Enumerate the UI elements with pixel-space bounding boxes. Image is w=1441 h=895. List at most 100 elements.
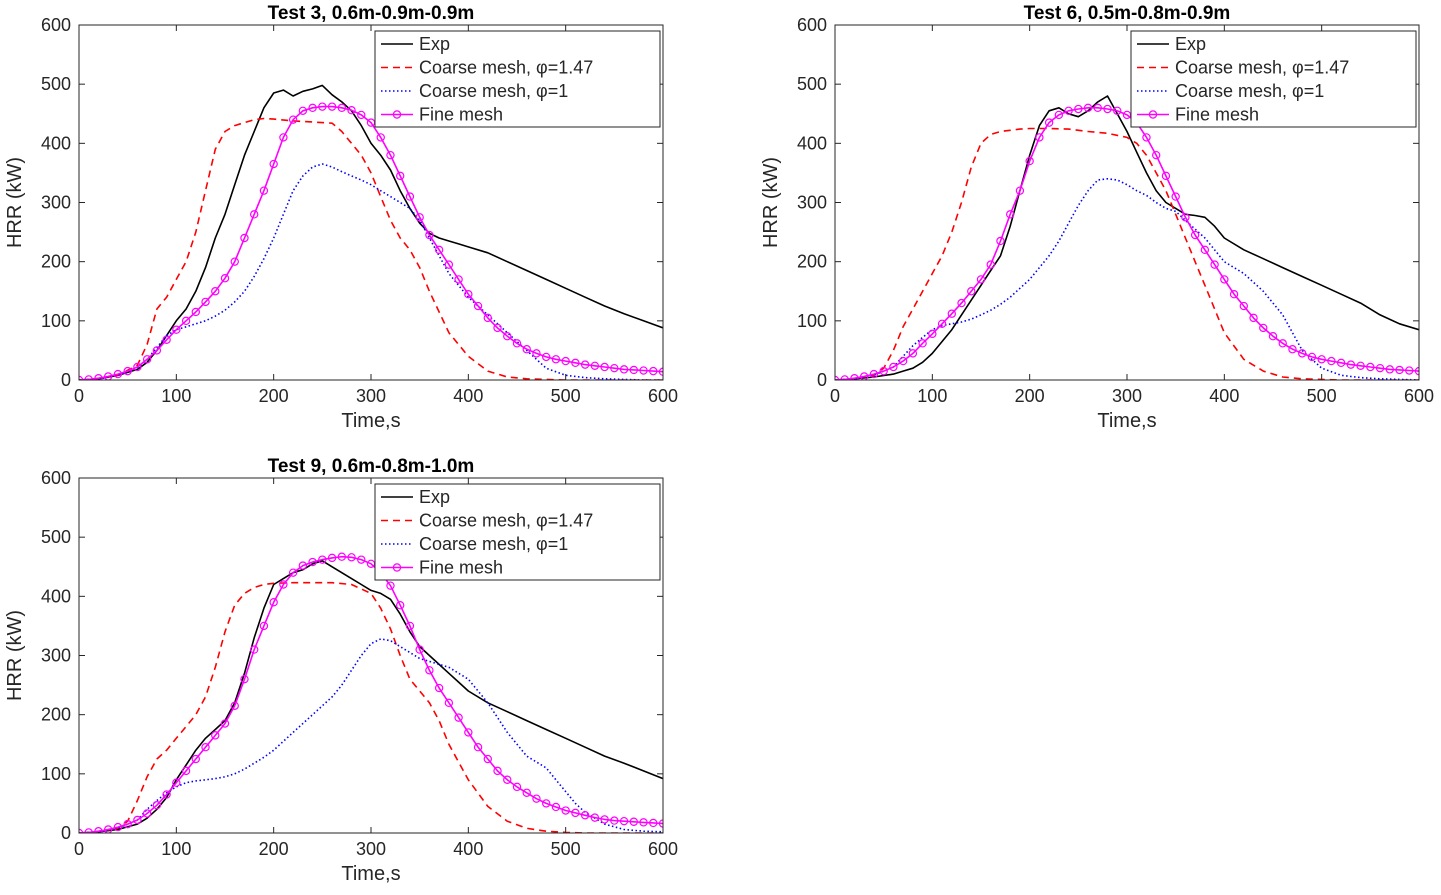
data-point bbox=[1142, 133, 1151, 142]
data-point bbox=[522, 345, 531, 354]
data-point bbox=[133, 362, 142, 372]
x-tick-label: 200 bbox=[1015, 386, 1045, 406]
chart-title: Test 6, 0.5m-0.8m-0.9m bbox=[1024, 3, 1231, 24]
data-point bbox=[561, 356, 570, 366]
data-point bbox=[918, 339, 927, 348]
legend-label: Coarse mesh, φ=1.47 bbox=[419, 511, 593, 531]
data-point bbox=[327, 102, 337, 111]
data-point bbox=[976, 275, 986, 284]
data-point bbox=[937, 319, 947, 328]
data-point bbox=[1414, 366, 1419, 376]
y-tick-label: 300 bbox=[41, 193, 71, 213]
data-point bbox=[580, 811, 590, 820]
data-point bbox=[162, 335, 171, 344]
x-tick-label: 600 bbox=[1404, 386, 1434, 406]
data-point bbox=[1190, 230, 1200, 240]
data-point bbox=[1405, 366, 1414, 375]
data-point bbox=[415, 645, 424, 654]
data-point bbox=[84, 375, 93, 380]
x-tick-label: 0 bbox=[830, 386, 840, 406]
data-point bbox=[201, 743, 210, 752]
data-point bbox=[240, 233, 249, 243]
data-point bbox=[551, 355, 561, 364]
data-point bbox=[649, 818, 658, 828]
y-tick-label: 200 bbox=[41, 252, 71, 272]
data-point bbox=[454, 713, 463, 722]
data-point bbox=[483, 313, 492, 323]
y-tick-label: 500 bbox=[797, 74, 827, 94]
data-point bbox=[1161, 171, 1171, 181]
data-point bbox=[1044, 118, 1054, 127]
data-point bbox=[532, 349, 541, 358]
data-point bbox=[1093, 103, 1103, 113]
y-tick-label: 600 bbox=[41, 15, 71, 35]
legend-label: Coarse mesh, φ=1 bbox=[419, 534, 568, 554]
legend-label: Fine mesh bbox=[1175, 105, 1259, 125]
data-point bbox=[211, 731, 220, 740]
data-point bbox=[240, 674, 249, 684]
x-tick-label: 100 bbox=[161, 839, 191, 859]
y-tick-label: 300 bbox=[41, 646, 71, 666]
legend-label: Fine mesh bbox=[419, 558, 503, 578]
data-point bbox=[1054, 110, 1064, 120]
series-line bbox=[79, 163, 663, 380]
data-point bbox=[542, 799, 551, 808]
data-point bbox=[869, 369, 879, 379]
data-point bbox=[191, 307, 200, 317]
data-point bbox=[957, 298, 966, 308]
series-line bbox=[79, 638, 663, 833]
chart-title: Test 3, 0.6m-0.9m-0.9m bbox=[268, 3, 475, 24]
legend-label: Fine mesh bbox=[419, 105, 503, 125]
data-point bbox=[1346, 360, 1356, 369]
data-point bbox=[619, 365, 629, 374]
data-point bbox=[249, 210, 259, 219]
data-point bbox=[610, 363, 619, 373]
data-point bbox=[1074, 104, 1083, 114]
series-line bbox=[79, 105, 663, 380]
x-tick-label: 600 bbox=[648, 839, 678, 859]
data-point bbox=[542, 352, 551, 362]
legend: Exp Coarse mesh, φ=1.47 Coarse mesh, φ=1 Fi… bbox=[374, 30, 661, 128]
data-point bbox=[1297, 349, 1307, 358]
data-point bbox=[123, 366, 132, 376]
data-point bbox=[113, 369, 123, 379]
data-point bbox=[860, 372, 869, 380]
data-point bbox=[1181, 213, 1190, 222]
data-point bbox=[191, 754, 200, 764]
x-tick-label: 500 bbox=[1307, 386, 1337, 406]
data-point bbox=[347, 105, 356, 115]
data-point bbox=[94, 374, 103, 380]
data-point bbox=[1220, 275, 1229, 284]
data-point bbox=[1268, 332, 1278, 341]
series-line bbox=[79, 555, 663, 833]
data-point bbox=[357, 555, 366, 564]
data-point bbox=[1259, 323, 1268, 333]
data-point bbox=[434, 245, 444, 255]
data-point bbox=[308, 103, 317, 113]
chart-panel-2: Test 6, 0.5m-0.8m-0.9m 0 100 200 300 400 500 60… bbox=[760, 3, 1434, 432]
data-point bbox=[551, 802, 561, 812]
y-tick-label: 500 bbox=[41, 74, 71, 94]
chart-panel-3: Test 9, 0.6m-0.8m-1.0m 0 100 200 300 400 500 60… bbox=[4, 456, 678, 885]
x-tick-label: 400 bbox=[453, 386, 483, 406]
data-point bbox=[464, 728, 473, 737]
data-point bbox=[1015, 186, 1025, 195]
data-point bbox=[84, 828, 93, 833]
x-tick-label: 400 bbox=[1209, 386, 1239, 406]
data-point bbox=[503, 332, 512, 341]
data-point bbox=[181, 766, 191, 776]
data-point bbox=[298, 561, 308, 570]
data-point bbox=[405, 621, 415, 631]
data-point bbox=[1200, 245, 1210, 255]
y-axis-label: HRR (kW) bbox=[4, 157, 26, 248]
data-point bbox=[288, 115, 298, 124]
data-point bbox=[600, 815, 609, 824]
data-point bbox=[483, 754, 492, 764]
data-point bbox=[1113, 106, 1122, 115]
data-point bbox=[512, 339, 522, 348]
legend-label: Exp bbox=[419, 34, 450, 54]
data-point bbox=[259, 621, 269, 631]
data-point bbox=[1307, 352, 1317, 362]
data-point bbox=[142, 355, 152, 364]
data-point bbox=[434, 683, 444, 693]
